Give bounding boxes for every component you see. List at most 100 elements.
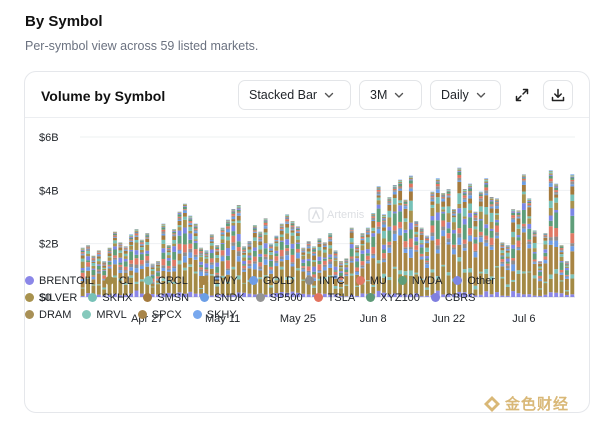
bar-segment (554, 236, 559, 241)
bar-segment (156, 263, 160, 265)
bar-segment (500, 263, 505, 267)
bar-segment (215, 250, 220, 252)
artemis-watermark-text: Artemis (327, 209, 365, 221)
bar-segment (134, 230, 139, 232)
bar-segment (462, 224, 467, 240)
bar-segment (457, 171, 462, 175)
legend-item[interactable]: CL (104, 275, 133, 287)
bar-segment (317, 260, 322, 265)
bar-segment (306, 241, 311, 243)
legend-item[interactable]: CBRS (430, 292, 475, 304)
bar-segment (532, 275, 537, 279)
bar-segment (489, 201, 494, 205)
bar-segment (382, 260, 386, 263)
bar-segment (220, 234, 225, 236)
bar-segment (269, 244, 273, 245)
bar-segment (457, 180, 462, 182)
bar-segment (279, 234, 284, 237)
legend-item[interactable]: SMSN (143, 292, 189, 304)
legend-item[interactable]: INTC (305, 275, 345, 287)
bar-segment (166, 257, 171, 261)
bar-segment (419, 232, 424, 235)
bar-segment (489, 212, 494, 223)
bar-segment (113, 275, 117, 278)
legend-item[interactable]: GOLD (248, 275, 294, 287)
x-tick-label: Jun 22 (432, 313, 465, 325)
legend-item[interactable]: MRVL (82, 309, 127, 321)
legend-label: CRCL (157, 274, 188, 287)
legend-item[interactable]: CRCL (143, 274, 188, 287)
bar-segment (215, 262, 220, 267)
bar-segment (570, 177, 575, 180)
legend-item[interactable]: SP500 (255, 292, 303, 304)
bar-segment (107, 261, 112, 265)
bar-segment (285, 244, 290, 249)
bar-segment (86, 253, 90, 257)
bar-segment (495, 201, 499, 203)
bar-segment (495, 198, 499, 200)
bar-segment (193, 236, 198, 240)
bar-segment (247, 244, 252, 246)
bar-segment (371, 217, 376, 220)
bar-segment (403, 203, 408, 205)
bar-segment (118, 295, 123, 297)
bar-segment (134, 250, 139, 255)
bar-segment (129, 277, 134, 294)
bar-segment (419, 247, 424, 254)
legend-item[interactable]: SKHX (88, 292, 132, 304)
expand-button[interactable] (507, 80, 537, 110)
bar-segment (188, 217, 193, 219)
bar-segment (118, 244, 123, 246)
bar-segment (113, 249, 117, 256)
range-select[interactable]: 3M (359, 80, 422, 110)
legend-item[interactable]: SNDK (200, 292, 245, 304)
legend-item[interactable]: TSLA (313, 292, 355, 304)
bar-segment (505, 263, 510, 266)
bar-segment (322, 246, 327, 250)
bar-segment (182, 209, 187, 211)
bar-segment (322, 243, 327, 245)
bar-segment (376, 228, 381, 234)
bar-segment (96, 294, 101, 297)
bar-segment (452, 210, 456, 212)
bar-segment (376, 195, 381, 198)
chart-type-select[interactable]: Stacked Bar (238, 80, 351, 110)
bar-segment (564, 278, 569, 291)
bar-segment (107, 256, 112, 258)
legend-item[interactable]: Other (453, 275, 495, 287)
legend-item[interactable]: SKHY (192, 309, 237, 321)
interval-select[interactable]: Daily (430, 80, 501, 110)
bar-segment (220, 229, 225, 231)
bar-segment (398, 205, 403, 212)
bar-segment (177, 214, 182, 217)
bar-segment (252, 269, 257, 281)
bar-segment (392, 187, 397, 189)
bar-segment (215, 294, 220, 297)
legend-item[interactable]: DRAM (25, 309, 71, 321)
bar-segment (215, 248, 220, 251)
bar-segment (182, 204, 187, 207)
legend-item[interactable]: XYZ100 (366, 292, 420, 304)
bar-segment (295, 252, 300, 254)
bar-segment (86, 262, 90, 267)
bar-segment (333, 270, 338, 272)
bar-segment (408, 175, 413, 177)
legend-item[interactable]: EWY (198, 275, 238, 287)
range-value: 3M (370, 88, 388, 102)
legend-item[interactable]: SILVER (25, 292, 77, 304)
bar-segment (414, 226, 419, 227)
download-button[interactable] (543, 80, 573, 110)
legend-item[interactable]: SPCX (137, 309, 182, 321)
bar-segment (269, 269, 273, 271)
legend-item[interactable]: MU (355, 275, 387, 287)
bar-segment (123, 258, 128, 262)
bar-segment (134, 233, 139, 235)
bar-segment (435, 181, 440, 183)
bar-segment (521, 184, 526, 192)
bar-segment (446, 242, 451, 245)
bar-segment (236, 220, 241, 223)
legend-item[interactable]: NVDA (397, 275, 442, 287)
bar-segment (457, 167, 462, 169)
bar-segment (489, 206, 494, 209)
legend-item[interactable]: BRENTOIL (25, 275, 94, 287)
